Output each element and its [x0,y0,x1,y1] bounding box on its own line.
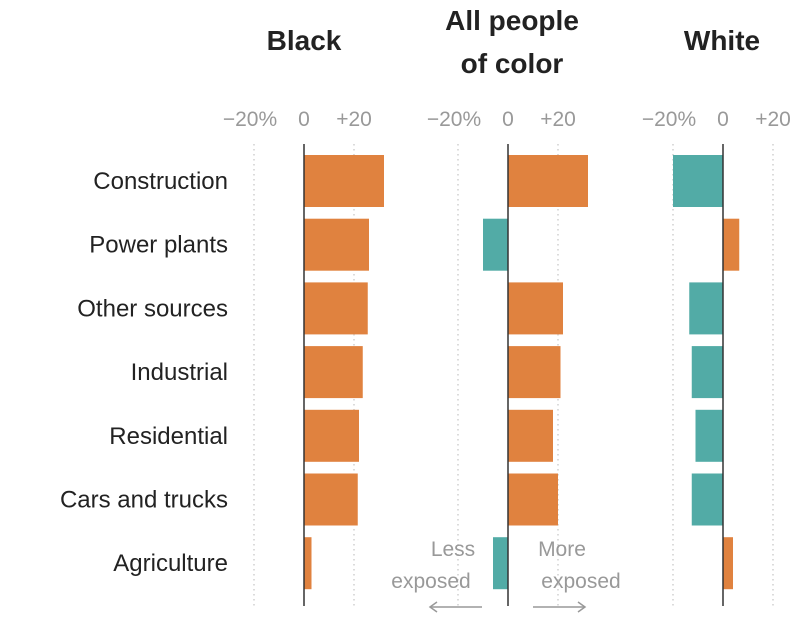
bar-black-industrial [304,346,363,399]
more-label-line2: exposed [541,570,620,593]
category-label-power-plants: Power plants [89,232,228,259]
tick-label-white-0: −20% [642,108,696,131]
bar-white-agriculture [723,537,733,590]
bar-all-people-of-color-power-plants [483,218,508,271]
bar-all-people-of-color-other-sources [508,282,563,335]
tick-label-black-1: 0 [298,108,310,131]
bar-black-other-sources [304,282,368,335]
category-label-industrial: Industrial [131,359,228,386]
bar-white-power-plants [723,218,740,271]
bar-white-residential [695,409,723,462]
tick-label-black-2: +20 [336,108,372,131]
bar-white-construction [673,155,723,207]
exposure-annotations: Less exposed More exposed [391,538,621,613]
tick-label-black-0: −20% [223,108,277,131]
category-labels: Construction Power plants Other sources Ind… [60,168,228,577]
panel-black: Black −20% 0 +20 [223,25,384,606]
bar-black-agriculture [304,537,312,590]
panel-title-all-people-of-color-line2: of color [461,48,564,79]
panel-all-people-of-color: All people of color −20% 0 +20 [427,5,588,606]
tick-label-all-people-of-color-2: +20 [540,108,576,131]
right-arrow-icon [533,601,587,613]
category-label-construction: Construction [93,168,228,195]
left-arrow-icon [428,601,482,613]
bar-black-residential [304,409,359,462]
bar-all-people-of-color-construction [508,155,588,207]
bar-all-people-of-color-agriculture [493,537,508,590]
bar-black-construction [304,155,384,207]
panel-white: White −20% 0 +20 [642,25,791,606]
bar-all-people-of-color-residential [508,409,553,462]
less-label-line1: Less [431,538,475,561]
tick-label-white-1: 0 [717,108,729,131]
less-label-line2: exposed [391,570,470,593]
panel-title-black: Black [267,25,342,56]
panel-title-white: White [684,25,760,56]
bar-all-people-of-color-industrial [508,346,561,399]
bar-black-power-plants [304,218,369,271]
tick-label-all-people-of-color-0: −20% [427,108,481,131]
panel-title-all-people-of-color-line1: All people [445,5,579,36]
bar-black-cars-and-trucks [304,473,358,526]
category-label-other-sources: Other sources [77,295,228,322]
category-label-cars-and-trucks: Cars and trucks [60,487,228,514]
tick-label-all-people-of-color-1: 0 [502,108,514,131]
bar-white-cars-and-trucks [691,473,723,526]
more-label-line1: More [538,538,586,561]
bar-all-people-of-color-cars-and-trucks [508,473,558,526]
category-label-agriculture: Agriculture [113,550,228,577]
tick-label-white-2: +20 [755,108,791,131]
category-label-residential: Residential [109,423,228,450]
bar-white-other-sources [689,282,723,335]
bar-white-industrial [691,346,723,399]
